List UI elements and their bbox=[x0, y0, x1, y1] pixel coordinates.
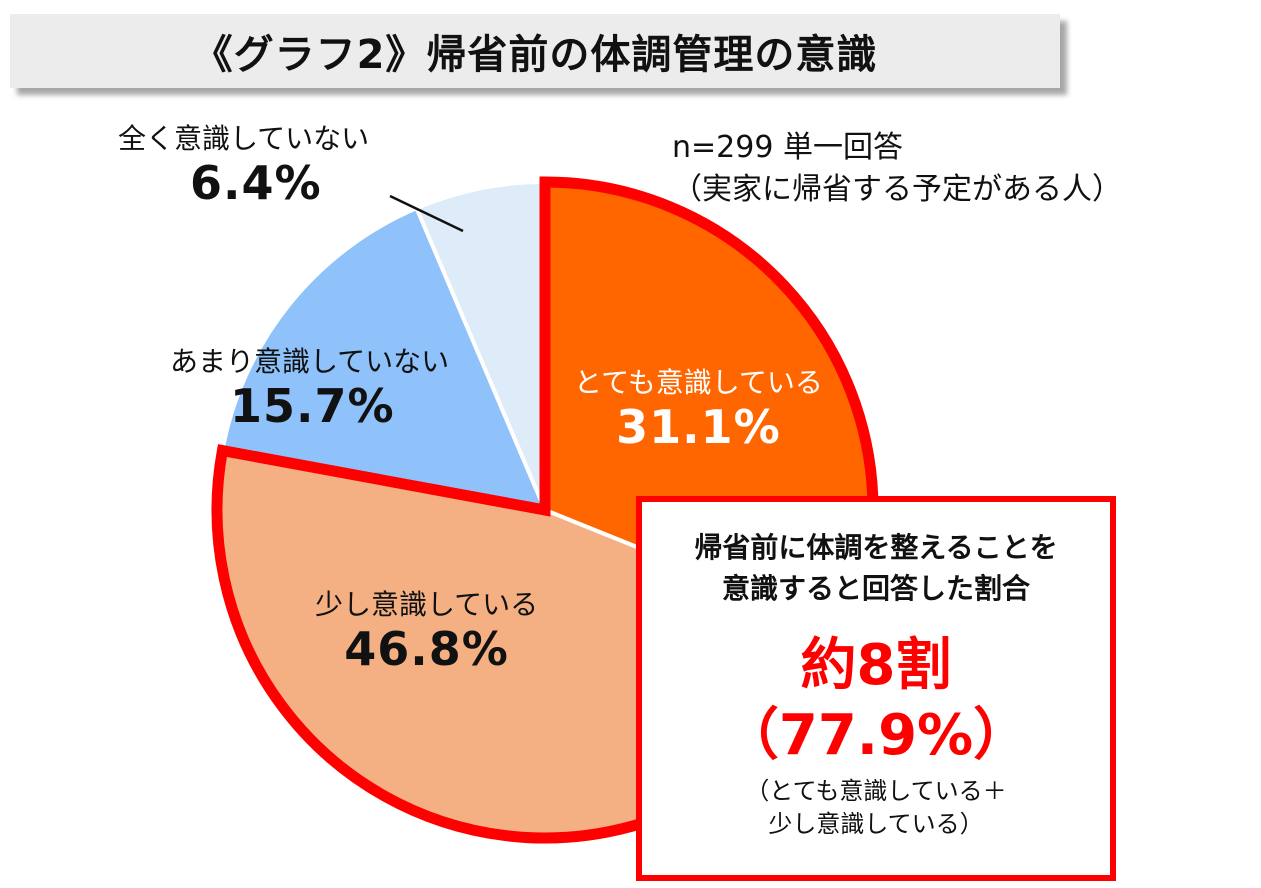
callout-heading-line1: 帰省前に体調を整えることを bbox=[694, 531, 1058, 564]
respondent-note: （実家に帰省する予定がある人） bbox=[672, 172, 1122, 207]
slice-label-very-aware-value: 31.1% bbox=[616, 399, 781, 454]
leader-line bbox=[389, 194, 464, 233]
callout-breakdown-line2: 少し意識している） bbox=[768, 809, 984, 838]
callout-big-label: 約8割 bbox=[800, 633, 952, 699]
callout-heading-line2: 意識すると回答した割合 bbox=[721, 571, 1030, 605]
slice-label-not-aware: 全く意識していない 6.4% bbox=[118, 122, 369, 211]
title-bar: 《グラフ2》帰省前の体調管理の意識 bbox=[10, 14, 1060, 88]
slice-label-not-very-aware-text: あまり意識していない bbox=[170, 345, 450, 378]
slice-label-very-aware: とても意識している 31.1% bbox=[574, 366, 823, 455]
slice-label-very-aware-text: とても意識している bbox=[574, 366, 823, 399]
callout-breakdown-line1: （とても意識している＋ bbox=[745, 777, 1007, 806]
slice-label-not-aware-value: 6.4% bbox=[190, 155, 322, 210]
pie-slice-not-very-aware bbox=[220, 205, 549, 513]
slice-label-not-very-aware-value: 15.7% bbox=[230, 378, 395, 433]
slice-label-not-aware-text: 全く意識していない bbox=[118, 122, 370, 155]
slice-label-somewhat-aware-text: 少し意識している bbox=[315, 588, 539, 621]
page-title: 《グラフ2》帰省前の体調管理の意識 bbox=[192, 32, 878, 78]
slice-label-somewhat-aware: 少し意識している 46.8% bbox=[315, 588, 538, 677]
sample-size-note: n=299 単一回答 bbox=[672, 130, 903, 165]
slice-label-somewhat-aware-value: 46.8% bbox=[344, 621, 509, 676]
slice-label-not-very-aware: あまり意識していない 15.7% bbox=[170, 345, 449, 434]
callout-big-percent: （77.9%） bbox=[722, 703, 1030, 769]
summary-callout: 帰省前に体調を整えることを 意識すると回答した割合 約8割 （77.9%） （と… bbox=[636, 496, 1116, 881]
